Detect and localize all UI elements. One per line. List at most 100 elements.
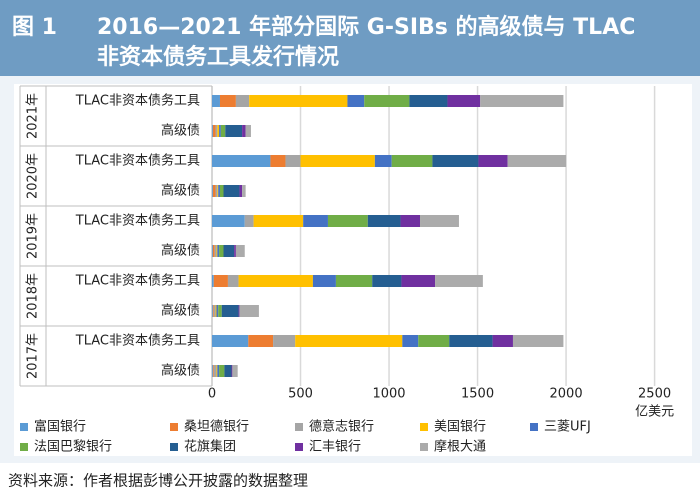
y-tick-label: 高级债 [161, 243, 200, 259]
legend-swatch [20, 443, 28, 451]
bar-segment [420, 215, 459, 227]
bar-segment [217, 365, 220, 377]
bar-segment [391, 155, 433, 167]
group-label: 2018年 [26, 273, 41, 319]
y-tick-label: TLAC非资本债务工具 [75, 153, 200, 169]
bar-segment [270, 155, 286, 167]
legend-label: 德意志银行 [309, 419, 374, 435]
bar-segment [212, 365, 214, 377]
bar-segment [492, 335, 513, 347]
legend-swatch [295, 423, 303, 431]
legend-label: 三菱UFJ [544, 420, 591, 435]
bar-segment [327, 215, 368, 227]
bar-segment [212, 185, 213, 197]
bar-segment [212, 245, 215, 257]
y-tick-label: 高级债 [161, 303, 200, 319]
bar-segment [285, 155, 301, 167]
bar-segment [215, 185, 218, 197]
bar-segment [435, 275, 483, 287]
bar-segment [374, 155, 392, 167]
group-label: 2019年 [26, 213, 41, 259]
bar-segment [212, 305, 214, 317]
bar-segment [242, 185, 246, 197]
bar-segment [218, 305, 222, 317]
group-label: 2020年 [26, 153, 41, 199]
bar-segment [219, 365, 225, 377]
bar-segment [220, 125, 226, 137]
legend-swatch [170, 443, 178, 451]
bar-segment [367, 215, 401, 227]
y-tick-label: TLAC非资本债务工具 [75, 213, 200, 229]
bar-segment [212, 215, 245, 227]
legend-label: 桑坦德银行 [184, 420, 249, 435]
legend-swatch [170, 423, 178, 431]
bar-segment [224, 365, 232, 377]
bar-segment [312, 275, 336, 287]
bar-segment [212, 245, 213, 257]
bar-segment [480, 95, 564, 107]
bar-segment [372, 275, 402, 287]
bar-segment [212, 365, 213, 377]
figure-label: 图 1 [12, 15, 57, 40]
bar-segment [244, 215, 254, 227]
bar-segment [215, 125, 218, 137]
bar-segment [447, 95, 481, 107]
bar-segment [212, 125, 216, 137]
y-tick-label: 高级债 [161, 123, 200, 139]
bar-segment [212, 185, 216, 197]
bar-segment [212, 125, 213, 137]
bar-segment [213, 275, 228, 287]
legend-label: 富国银行 [34, 419, 86, 435]
legend-swatch [295, 443, 303, 451]
bar-segment [432, 155, 479, 167]
bar-segment [217, 245, 220, 257]
bar-segment [253, 215, 304, 227]
bar-segment [219, 125, 221, 137]
group-label: 2021年 [26, 93, 41, 139]
chart-title: 非资本债务工具发行情况 [97, 44, 339, 70]
bar-segment [364, 95, 410, 107]
legend-label: 汇丰银行 [309, 440, 361, 455]
bar-segment [223, 245, 235, 257]
legend-label: 法国巴黎银行 [34, 440, 112, 455]
bar-segment [449, 335, 493, 347]
y-tick-label: TLAC非资本债务工具 [75, 93, 200, 109]
bar-segment [213, 305, 216, 317]
bar-segment [216, 365, 218, 377]
bar-segment [409, 95, 448, 107]
bar-segment [216, 245, 218, 257]
bar-segment [401, 275, 436, 287]
bar-segment [245, 125, 251, 137]
x-unit: 亿美元 [635, 405, 674, 420]
legend-swatch [20, 423, 28, 431]
bar-segment [418, 335, 450, 347]
bar-segment [234, 245, 236, 257]
y-tick-label: 高级债 [161, 363, 200, 379]
bar-segment [242, 125, 246, 137]
x-tick-label: 1500 [461, 387, 494, 402]
bar-segment [303, 215, 328, 227]
bar-segment [232, 365, 238, 377]
bar-segment [212, 305, 213, 317]
bar-segment [507, 155, 567, 167]
legend-swatch [420, 443, 428, 451]
legend-swatch [420, 423, 428, 431]
bar-segment [225, 125, 243, 137]
bar-segment [223, 185, 240, 197]
bar-segment [217, 125, 220, 137]
bar-segment [231, 365, 233, 377]
group-label: 2017年 [26, 333, 41, 379]
bar-segment [216, 305, 219, 317]
x-tick-label: 2500 [638, 387, 671, 402]
chart-title: 2016—2021 年部分国际 G-SIBs 的高级债与 TLAC [97, 14, 635, 40]
bar-segment [335, 275, 373, 287]
bar-segment [235, 95, 250, 107]
bar-segment [219, 95, 236, 107]
bar-segment [219, 245, 224, 257]
bar-segment [221, 305, 239, 317]
x-tick-label: 2000 [550, 387, 583, 402]
bar-segment [478, 155, 508, 167]
x-tick-label: 1000 [372, 387, 405, 402]
bar-segment [400, 215, 421, 227]
